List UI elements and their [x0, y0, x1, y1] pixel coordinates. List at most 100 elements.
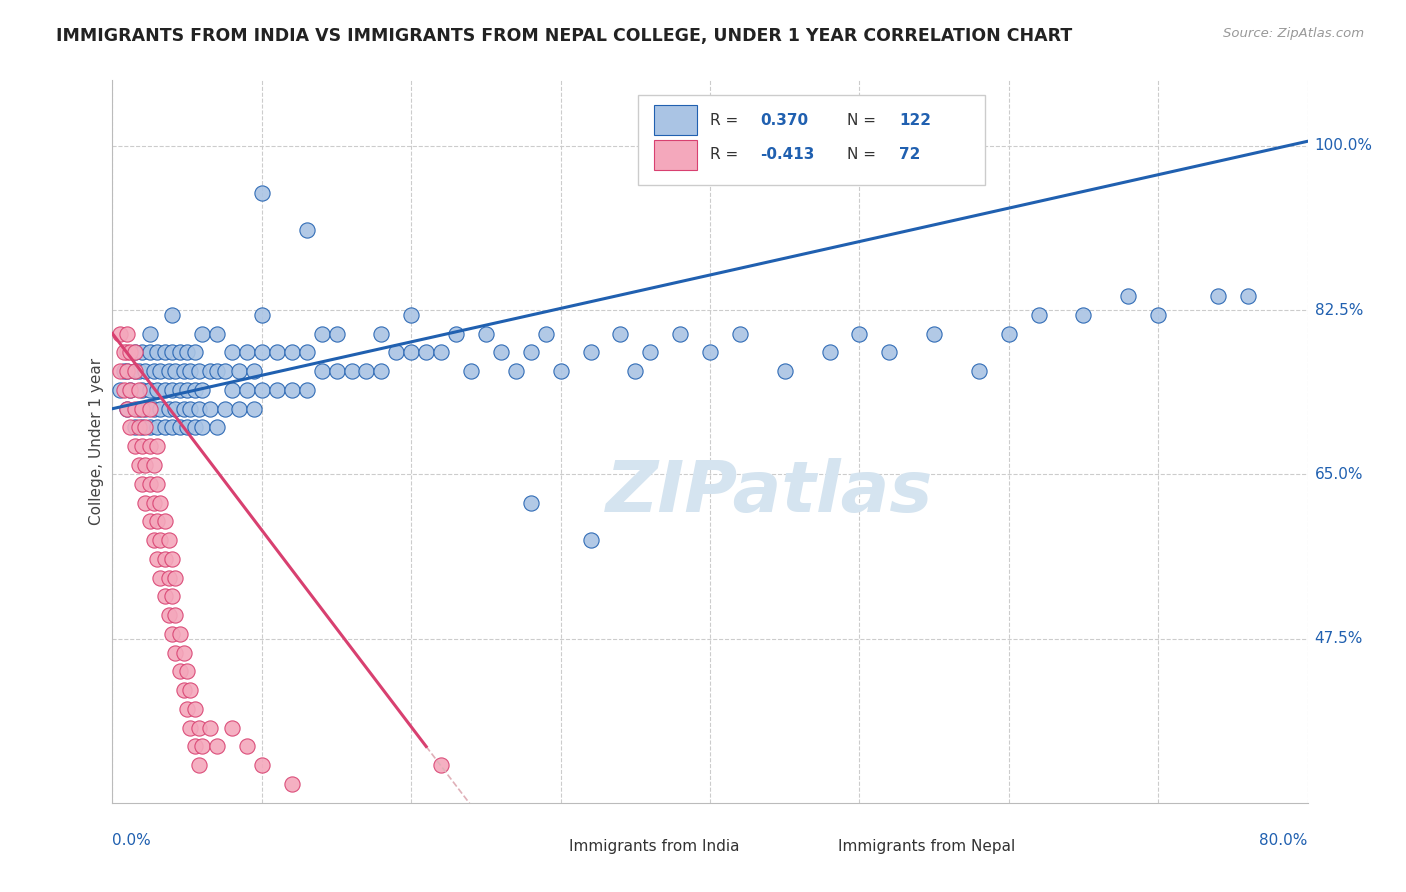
- Point: [183, 383, 205, 397]
- Point: [124, 420, 146, 434]
- Point: [534, 326, 557, 341]
- Point: [139, 514, 162, 528]
- Point: [205, 364, 228, 378]
- Point: [134, 420, 156, 434]
- Point: [162, 345, 183, 359]
- Point: [295, 345, 318, 359]
- Point: [131, 401, 153, 416]
- Text: N =: N =: [848, 112, 882, 128]
- Point: [169, 420, 191, 434]
- Text: Immigrants from India: Immigrants from India: [569, 838, 740, 854]
- Point: [117, 345, 139, 359]
- Point: [139, 383, 162, 397]
- Point: [120, 345, 142, 359]
- Point: [188, 758, 211, 772]
- Text: ZIPatlas: ZIPatlas: [606, 458, 934, 526]
- Point: [146, 551, 169, 566]
- Point: [162, 308, 183, 322]
- Point: [179, 401, 201, 416]
- Point: [139, 439, 162, 453]
- Point: [250, 186, 273, 200]
- Point: [228, 364, 250, 378]
- Point: [131, 439, 153, 453]
- Point: [444, 326, 467, 341]
- Point: [879, 345, 901, 359]
- Point: [128, 364, 150, 378]
- Point: [295, 383, 318, 397]
- Point: [281, 777, 304, 791]
- Point: [114, 364, 135, 378]
- Point: [124, 345, 146, 359]
- Point: [179, 721, 201, 735]
- Point: [128, 383, 150, 397]
- Point: [415, 345, 437, 359]
- Point: [250, 383, 273, 397]
- Point: [401, 308, 423, 322]
- Point: [117, 401, 139, 416]
- Point: [131, 420, 153, 434]
- Point: [162, 420, 183, 434]
- Point: [176, 345, 198, 359]
- Point: [117, 326, 139, 341]
- Point: [108, 383, 131, 397]
- Point: [165, 646, 187, 660]
- Point: [489, 345, 512, 359]
- Point: [124, 364, 146, 378]
- Point: [143, 495, 166, 509]
- Point: [205, 326, 228, 341]
- Point: [401, 345, 423, 359]
- Point: [198, 401, 221, 416]
- Point: [520, 495, 543, 509]
- Point: [131, 476, 153, 491]
- Point: [266, 383, 288, 397]
- Point: [243, 401, 266, 416]
- Point: [157, 364, 180, 378]
- Point: [173, 683, 195, 698]
- Point: [162, 590, 183, 604]
- Point: [179, 683, 201, 698]
- Point: [114, 383, 135, 397]
- Point: [139, 420, 162, 434]
- Point: [128, 420, 150, 434]
- Point: [124, 345, 146, 359]
- Point: [198, 721, 221, 735]
- Point: [998, 326, 1021, 341]
- Point: [188, 721, 211, 735]
- Point: [131, 383, 153, 397]
- Point: [134, 364, 156, 378]
- Point: [146, 383, 169, 397]
- Point: [281, 345, 304, 359]
- Text: Source: ZipAtlas.com: Source: ZipAtlas.com: [1223, 27, 1364, 40]
- Point: [146, 439, 169, 453]
- Point: [139, 401, 162, 416]
- Text: 47.5%: 47.5%: [1315, 632, 1362, 646]
- Point: [169, 345, 191, 359]
- Point: [183, 739, 205, 754]
- Point: [236, 383, 259, 397]
- Text: Immigrants from Nepal: Immigrants from Nepal: [838, 838, 1015, 854]
- Point: [243, 364, 266, 378]
- Point: [162, 383, 183, 397]
- Point: [191, 383, 214, 397]
- Point: [120, 383, 142, 397]
- Point: [191, 326, 214, 341]
- Point: [1028, 308, 1050, 322]
- Point: [146, 345, 169, 359]
- Text: 100.0%: 100.0%: [1315, 138, 1372, 153]
- Point: [124, 439, 146, 453]
- Text: N =: N =: [848, 147, 882, 162]
- Point: [728, 326, 751, 341]
- Point: [157, 401, 180, 416]
- Point: [169, 665, 191, 679]
- Point: [520, 345, 543, 359]
- Point: [173, 364, 195, 378]
- Point: [162, 627, 183, 641]
- Point: [149, 571, 172, 585]
- Point: [117, 364, 139, 378]
- Point: [191, 420, 214, 434]
- Point: [609, 326, 631, 341]
- Point: [114, 345, 135, 359]
- Point: [370, 364, 392, 378]
- Point: [669, 326, 692, 341]
- Point: [340, 364, 363, 378]
